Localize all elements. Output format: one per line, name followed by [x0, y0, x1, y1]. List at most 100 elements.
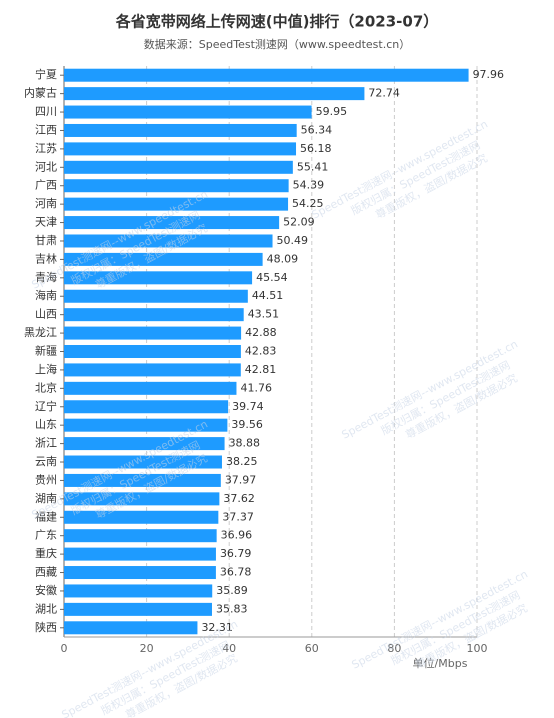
- y-tick-label: 吉林: [35, 251, 57, 265]
- value-label: 36.79: [220, 547, 252, 560]
- bar: [64, 142, 297, 156]
- value-label: 45.54: [256, 271, 288, 284]
- y-tick-label: 甘肃: [35, 234, 57, 247]
- value-label: 55.41: [297, 160, 329, 173]
- value-label: 56.18: [300, 142, 332, 155]
- bar: [64, 105, 312, 119]
- bar: [64, 566, 216, 580]
- value-label: 35.89: [216, 584, 248, 597]
- bar: [64, 308, 244, 322]
- bar: [64, 216, 280, 230]
- value-label: 42.81: [245, 363, 277, 376]
- value-label: 52.09: [283, 216, 315, 229]
- value-label: 44.51: [252, 289, 284, 302]
- y-tick-label: 天津: [35, 216, 57, 229]
- bar: [64, 179, 289, 193]
- x-tick-label: 60: [305, 642, 319, 655]
- value-label: 32.31: [201, 621, 233, 634]
- y-tick-label: 广西: [35, 179, 57, 192]
- value-label: 38.88: [229, 437, 261, 450]
- value-label: 39.56: [231, 418, 263, 431]
- bar: [64, 418, 228, 432]
- value-label: 42.88: [245, 326, 277, 339]
- y-tick-label: 上海: [35, 362, 57, 376]
- bar: [64, 529, 217, 543]
- bar: [64, 381, 237, 395]
- y-tick-label: 海南: [35, 288, 57, 302]
- value-label: 37.37: [222, 510, 254, 523]
- value-label: 41.76: [240, 381, 272, 394]
- y-tick-label: 安徽: [35, 583, 57, 597]
- bar: [64, 437, 225, 451]
- value-label: 50.49: [277, 234, 309, 247]
- chart-title: 各省宽带网络上传网速(中值)排行（2023-07）: [115, 13, 439, 31]
- bar: [64, 87, 365, 101]
- bar: [64, 510, 219, 524]
- value-label: 54.25: [292, 197, 324, 210]
- y-tick-label: 福建: [35, 509, 57, 523]
- y-tick-label: 江西: [35, 123, 57, 136]
- bar: [64, 68, 469, 82]
- value-label: 59.95: [316, 105, 348, 118]
- bar: [64, 547, 216, 561]
- x-tick-label: 80: [387, 642, 401, 655]
- y-tick-label: 贵州: [35, 473, 57, 486]
- bar: [64, 345, 241, 358]
- y-tick-label: 山东: [35, 418, 57, 431]
- y-tick-label: 浙江: [35, 437, 57, 450]
- value-label: 39.74: [232, 400, 264, 413]
- chart-subtitle: 数据来源：SpeedTest测速网（www.speedtest.cn）: [144, 37, 411, 51]
- y-tick-label: 辽宁: [35, 399, 57, 413]
- value-label: 48.09: [267, 252, 299, 265]
- value-label: 54.39: [293, 179, 325, 192]
- value-label: 72.74: [368, 87, 400, 100]
- y-tick-label: 西藏: [35, 566, 57, 579]
- value-label: 43.51: [248, 308, 279, 321]
- y-tick-label: 河北: [35, 160, 57, 173]
- bar: [64, 584, 213, 598]
- bar: [64, 363, 241, 377]
- bar: [64, 602, 212, 616]
- x-tick-label: 0: [61, 642, 68, 655]
- y-tick-label: 四川: [35, 105, 57, 118]
- y-tick-label: 河南: [35, 197, 57, 210]
- y-tick-label: 黑龙江: [24, 326, 57, 339]
- y-tick-label: 广东: [35, 529, 57, 542]
- y-tick-label: 湖南: [35, 492, 57, 505]
- value-label: 37.62: [223, 492, 255, 505]
- y-tick-label: 湖北: [35, 602, 57, 615]
- x-tick-label: 40: [222, 642, 236, 655]
- bar: [64, 252, 263, 266]
- y-tick-label: 重庆: [35, 546, 57, 560]
- y-tick-label: 山西: [35, 308, 57, 321]
- y-tick-label: 江苏: [35, 142, 57, 155]
- bar: [64, 473, 221, 487]
- bar: [64, 621, 198, 635]
- bar: [64, 123, 297, 137]
- bar: [64, 289, 248, 303]
- value-label: 38.25: [226, 455, 258, 468]
- bar: [64, 160, 293, 174]
- y-tick-label: 宁夏: [35, 67, 57, 81]
- value-label: 35.83: [216, 602, 248, 615]
- y-tick-label: 北京: [35, 380, 57, 394]
- y-tick-label: 新疆: [35, 344, 57, 358]
- bar: [64, 400, 229, 414]
- x-axis-unit: 单位/Mbps: [413, 656, 468, 670]
- bar: [64, 271, 253, 285]
- value-label: 36.96: [221, 529, 253, 542]
- y-tick-label: 云南: [35, 455, 57, 468]
- bar: [64, 326, 242, 340]
- value-label: 37.97: [225, 473, 257, 486]
- y-tick-label: 陕西: [35, 620, 57, 634]
- value-label: 42.83: [245, 345, 276, 358]
- value-label: 97.96: [473, 68, 505, 81]
- bar: [64, 492, 220, 506]
- value-label: 56.34: [301, 123, 333, 136]
- bar: [64, 455, 222, 469]
- y-tick-label: 青海: [35, 270, 57, 284]
- y-tick-label: 内蒙古: [24, 86, 57, 100]
- bar: [64, 197, 289, 211]
- x-tick-label: 20: [140, 642, 154, 655]
